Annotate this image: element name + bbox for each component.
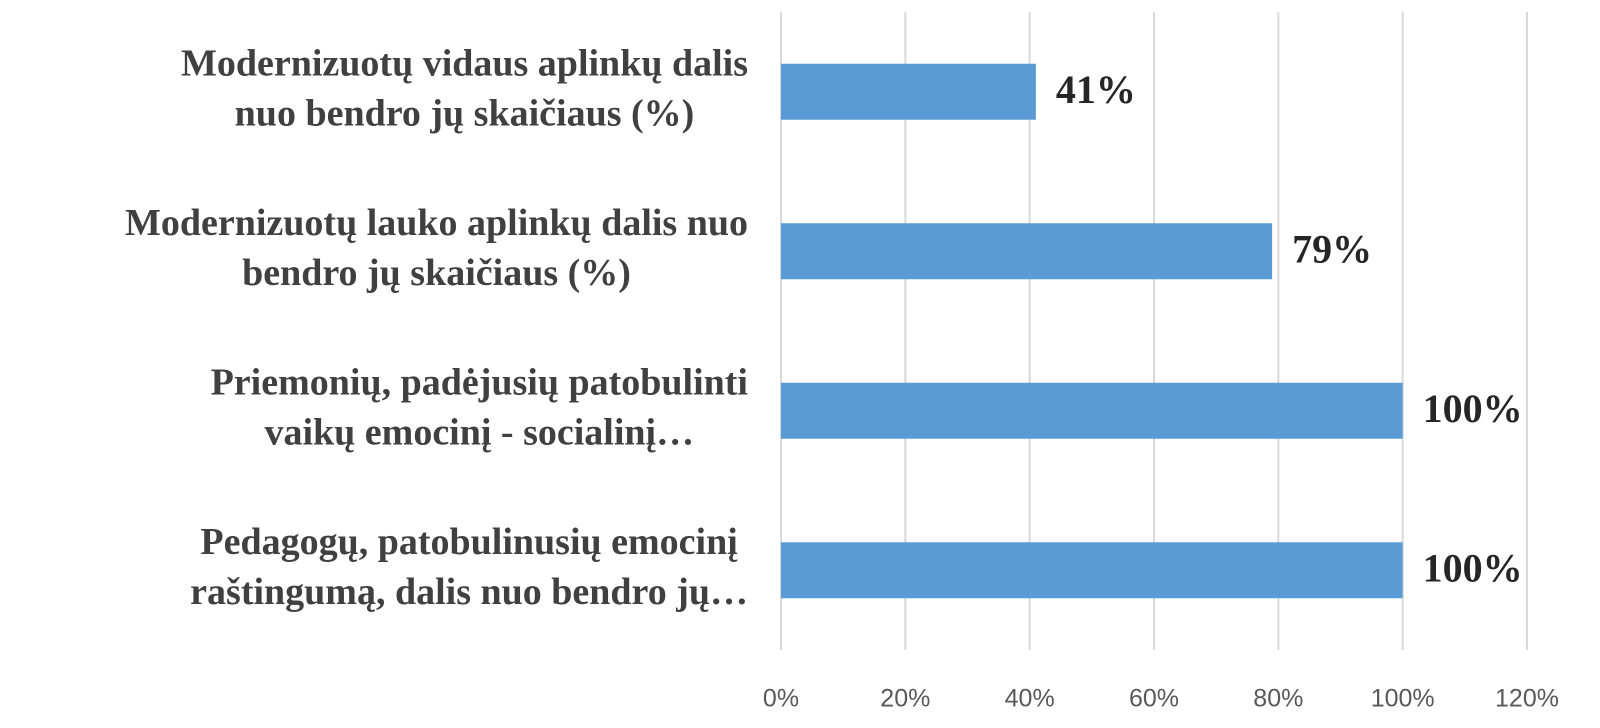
x-tick-label: 0% xyxy=(763,685,799,713)
x-tick-label: 120% xyxy=(1495,685,1559,713)
value-label: 79% xyxy=(1292,226,1372,271)
x-tick-label: 100% xyxy=(1371,685,1435,713)
category-label: nuo bendro jų skaičiaus (%) xyxy=(235,92,695,134)
value-label: 100% xyxy=(1423,545,1523,590)
bar xyxy=(781,542,1403,599)
bar xyxy=(781,63,1036,120)
category-label: Modernizuotų vidaus aplinkų dalis xyxy=(181,42,748,84)
category-label: Pedagogų, patobulinusių emocinį xyxy=(200,521,738,563)
bar xyxy=(781,382,1403,439)
bar xyxy=(781,223,1273,280)
category-label: bendro jų skaičiaus (%) xyxy=(242,252,631,294)
x-tick-label: 20% xyxy=(880,685,930,713)
category-label: Modernizuotų lauko aplinkų dalis nuo xyxy=(125,202,748,244)
x-tick-label: 60% xyxy=(1129,685,1179,713)
x-tick-label: 40% xyxy=(1005,685,1055,713)
category-label: vaikų emocinį - socialinį… xyxy=(264,411,694,453)
category-label: Priemonių, padėjusių patobulinti xyxy=(211,361,748,403)
category-label: raštingumą, dalis nuo bendro jų… xyxy=(190,571,748,613)
value-label: 100% xyxy=(1423,386,1523,431)
x-tick-label: 80% xyxy=(1253,685,1303,713)
value-label: 41% xyxy=(1056,67,1136,112)
